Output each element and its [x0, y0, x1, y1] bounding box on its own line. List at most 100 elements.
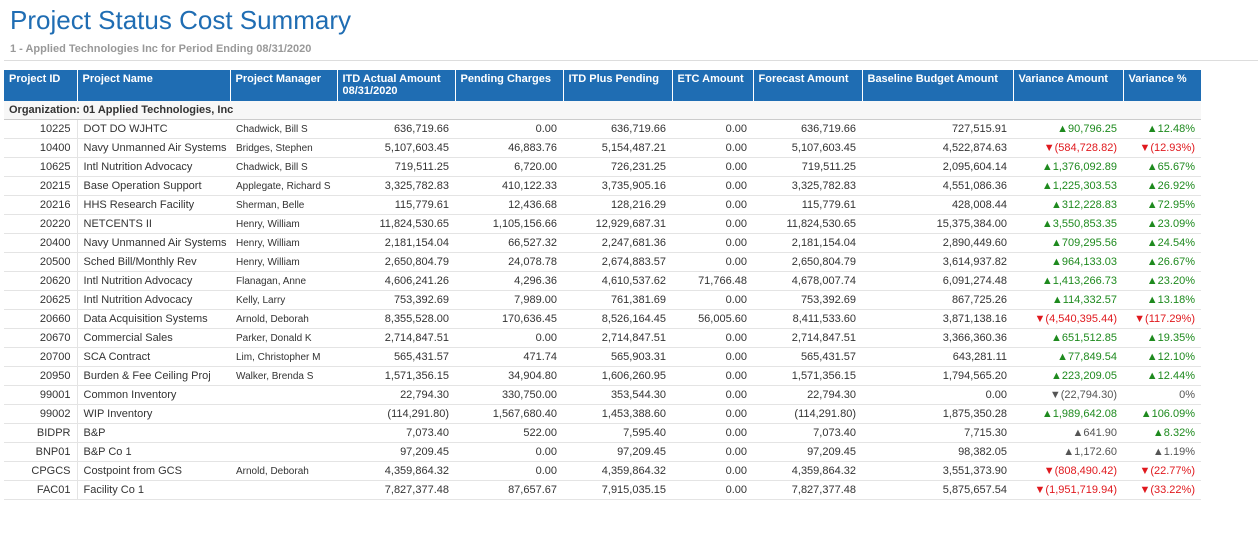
- cell: ▲23.09%: [1123, 214, 1201, 234]
- cell: 1,571,356.15: [753, 366, 862, 386]
- cell: 353,544.30: [563, 385, 672, 405]
- cell: ▼(117.29%): [1123, 309, 1201, 329]
- cell: 4,678,007.74: [753, 271, 862, 291]
- cell: 4,522,874.63: [862, 138, 1013, 158]
- cell: 3,325,782.83: [337, 176, 455, 196]
- column-header: ITD Plus Pending: [563, 70, 673, 101]
- cell: 0.00: [672, 347, 753, 367]
- cell: 170,636.45: [455, 309, 563, 329]
- cell: ▲106.09%: [1123, 404, 1201, 424]
- cell: (114,291.80): [753, 404, 862, 424]
- data-row: 20670 Commercial Sales Parker, Donald K 2,7…: [4, 328, 1201, 348]
- cell: 2,714,847.51: [753, 328, 862, 348]
- cell: 753,392.69: [337, 290, 455, 310]
- cell: Walker, Brenda S: [230, 366, 337, 386]
- cell: 3,871,138.16: [862, 309, 1013, 329]
- cell: 522.00: [455, 423, 563, 443]
- cell: ▲1,376,092.89: [1013, 157, 1123, 177]
- cell: 99002: [4, 404, 78, 424]
- cell: 2,674,883.57: [563, 252, 672, 272]
- report-title: Project Status Cost Summary: [10, 5, 351, 35]
- cell: 0.00: [672, 176, 753, 196]
- cell: 6,720.00: [455, 157, 563, 177]
- cell: ▲964,133.03: [1013, 252, 1123, 272]
- report-subtitle: 1 - Applied Technologies Inc for Period …: [10, 43, 312, 55]
- cell: 3,735,905.16: [563, 176, 672, 196]
- data-row: 10225 DOT DO WJHTC Chadwick, Bill S 636,719…: [4, 119, 1201, 139]
- cell: 10400: [4, 138, 78, 158]
- cell: 4,551,086.36: [862, 176, 1013, 196]
- column-header: Project ID: [4, 70, 78, 101]
- cell: DOT DO WJHTC: [77, 119, 230, 139]
- cell: [230, 404, 337, 424]
- column-header: Project Name: [77, 70, 231, 101]
- cell: Navy Unmanned Air Systems: [77, 138, 230, 158]
- cell: Intl Nutrition Advocacy: [77, 290, 230, 310]
- cell: [230, 442, 337, 462]
- cell: 565,431.57: [337, 347, 455, 367]
- column-header: Variance Amount: [1013, 70, 1124, 101]
- cell: 22,794.30: [337, 385, 455, 405]
- cell: 97,209.45: [337, 442, 455, 462]
- cell: Henry, William: [230, 233, 337, 253]
- cell: Flanagan, Anne: [230, 271, 337, 291]
- cell: Arnold, Deborah: [230, 309, 337, 329]
- cell: ▼(12.93%): [1123, 138, 1201, 158]
- cell: 15,375,384.00: [862, 214, 1013, 234]
- cell: Costpoint from GCS: [77, 461, 230, 481]
- cell: 0.00: [672, 480, 753, 500]
- cell: 7,595.40: [563, 423, 672, 443]
- cell: Sherman, Belle: [230, 195, 337, 215]
- cell: 98,382.05: [862, 442, 1013, 462]
- cell: 0.00: [862, 385, 1013, 405]
- group-label: Organization: 01 Applied Technologies, I…: [4, 101, 1201, 120]
- cell: 20950: [4, 366, 78, 386]
- cell: 115,779.61: [753, 195, 862, 215]
- cell: Data Acquisition Systems: [77, 309, 230, 329]
- cell: 97,209.45: [753, 442, 862, 462]
- cell: Kelly, Larry: [230, 290, 337, 310]
- cell: 565,431.57: [753, 347, 862, 367]
- cell: Chadwick, Bill S: [230, 157, 337, 177]
- cell: ▲24.54%: [1123, 233, 1201, 253]
- cell: ▲23.20%: [1123, 271, 1201, 291]
- cell: [230, 385, 337, 405]
- cell: 20700: [4, 347, 78, 367]
- cell: 10225: [4, 119, 78, 139]
- cell: ▲90,796.25: [1013, 119, 1123, 139]
- cell: 0.00: [455, 461, 563, 481]
- cell: 7,073.40: [337, 423, 455, 443]
- cell: Arnold, Deborah: [230, 461, 337, 481]
- cell: 0.00: [672, 366, 753, 386]
- cell: B&P: [77, 423, 230, 443]
- cell: 87,657.67: [455, 480, 563, 500]
- cell: ▲709,295.56: [1013, 233, 1123, 253]
- cell: CPGCS: [4, 461, 78, 481]
- cell: 0%: [1123, 385, 1201, 405]
- cell: NETCENTS II: [77, 214, 230, 234]
- cell: 4,296.36: [455, 271, 563, 291]
- cell: 7,715.30: [862, 423, 1013, 443]
- cell: 643,281.11: [862, 347, 1013, 367]
- cell: ▲13.18%: [1123, 290, 1201, 310]
- cell: 0.00: [672, 328, 753, 348]
- cell: Chadwick, Bill S: [230, 119, 337, 139]
- cell: 0.00: [672, 290, 753, 310]
- cell: 4,359,864.32: [753, 461, 862, 481]
- cell: 5,107,603.45: [753, 138, 862, 158]
- cell: 1,875,350.28: [862, 404, 1013, 424]
- cell: ▲1,989,642.08: [1013, 404, 1123, 424]
- cell: 3,551,373.90: [862, 461, 1013, 481]
- cell: 0.00: [672, 214, 753, 234]
- cell: 3,614,937.82: [862, 252, 1013, 272]
- data-row: 20220 NETCENTS II Henry, William 11,824,530…: [4, 214, 1201, 234]
- cell: WIP Inventory: [77, 404, 230, 424]
- cell: 12,436.68: [455, 195, 563, 215]
- cell: [230, 423, 337, 443]
- cell: 5,154,487.21: [563, 138, 672, 158]
- cell: [230, 480, 337, 500]
- cell: 726,231.25: [563, 157, 672, 177]
- cell: 2,714,847.51: [563, 328, 672, 348]
- cell: ▲19.35%: [1123, 328, 1201, 348]
- cell: Bridges, Stephen: [230, 138, 337, 158]
